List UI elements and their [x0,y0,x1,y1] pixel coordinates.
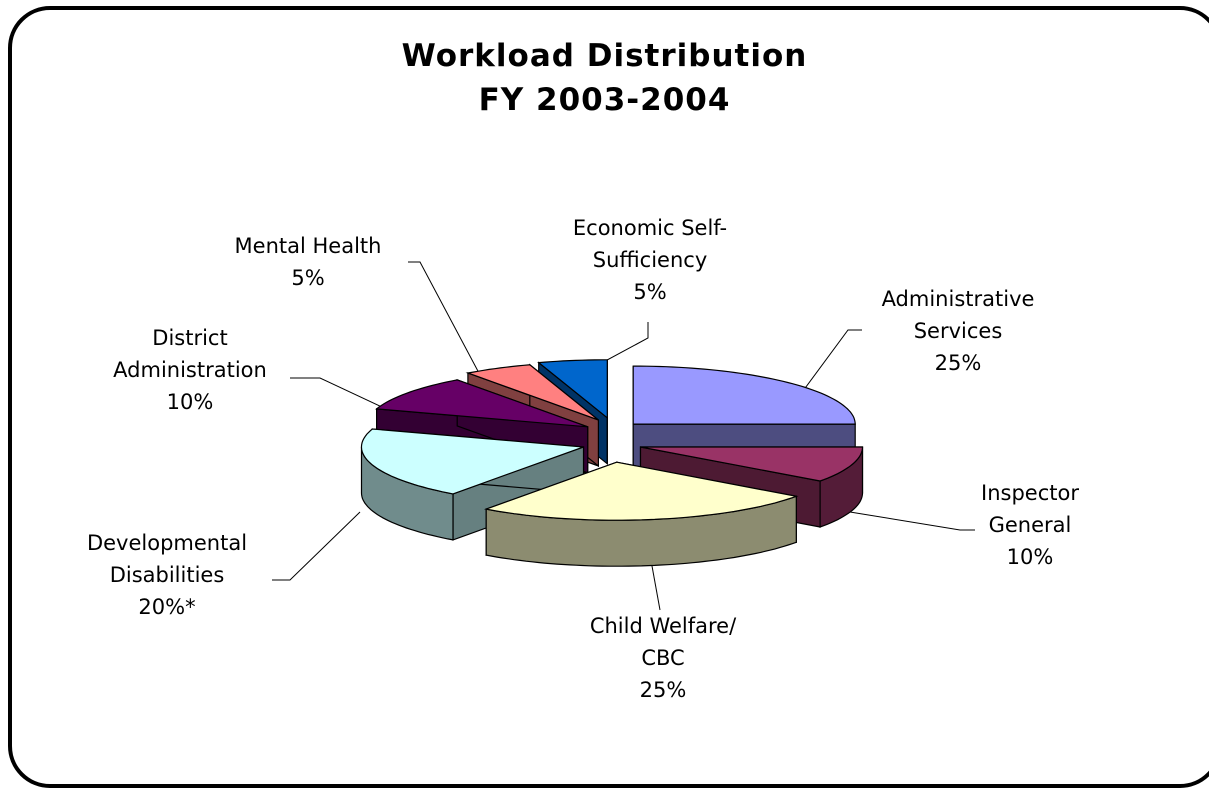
slice-label: Administrative Services 25% [863,283,1053,379]
frame [8,6,1209,788]
slice-label: Child Welfare/ CBC 25% [573,610,753,706]
slice [465,364,599,421]
chart-title: Workload Distribution [401,38,808,74]
category-label: Administrative Services [881,287,1035,343]
leader-line [408,261,489,391]
slice [375,379,588,428]
slice [640,446,864,482]
leader-line [272,511,361,581]
slice-label: Inspector General 10% [960,477,1100,573]
slice-label: Mental Health 5% [208,230,408,294]
value-label: 25% [639,678,687,702]
category-label: Economic Self-Sufficiency [572,216,728,272]
slice-label: Developmental Disabilities 20%* [52,527,282,623]
value-label: 25% [934,351,982,375]
value-label: 10% [1006,545,1054,569]
value-label: 10% [166,390,214,414]
leader-line [799,329,862,396]
category-label: Inspector General [981,481,1079,537]
category-label: Child Welfare/ CBC [589,614,737,670]
value-label: 20%* [138,595,196,619]
pie [360,359,864,567]
slice [483,461,799,521]
slice-label: Economic Self-Sufficiency 5% [550,212,750,308]
chart-subtitle: FY 2003-2004 [478,82,731,118]
slice [360,428,584,495]
slice [632,365,856,425]
category-label: District Administration [113,326,267,382]
category-label: Developmental Disabilities [86,531,248,587]
value-label: 5% [291,266,325,290]
leader-line [849,511,975,531]
value-label: 5% [633,280,667,304]
category-label: Mental Health [234,234,382,258]
slice-label: District Administration 10% [90,322,290,418]
leader-line [290,377,383,408]
slice [537,359,608,420]
